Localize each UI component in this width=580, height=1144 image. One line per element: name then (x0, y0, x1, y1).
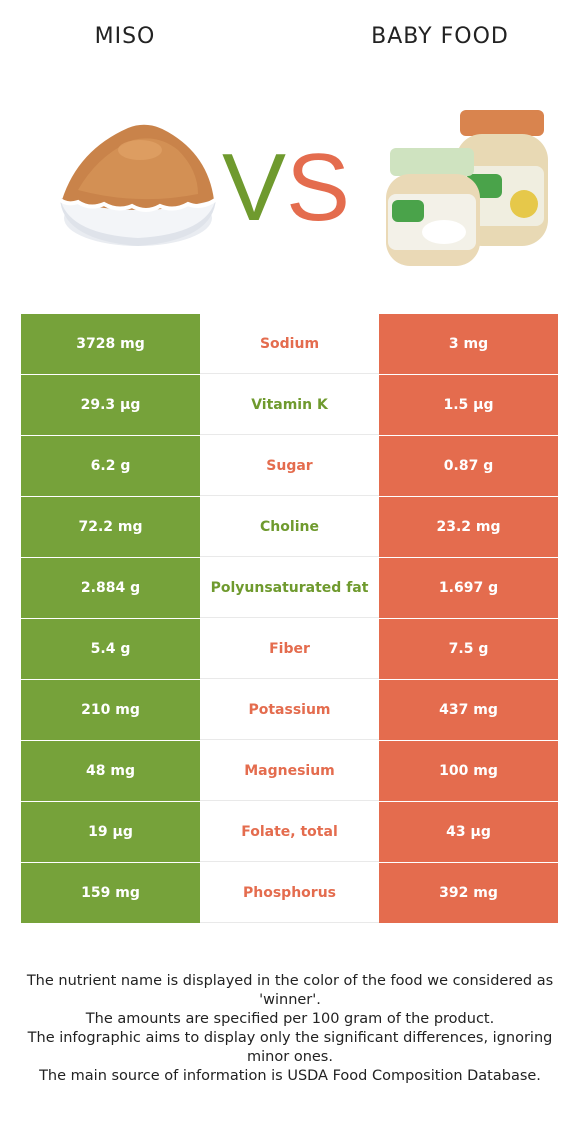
miso-value: 210 mg (21, 680, 200, 740)
miso-value: 2.884 g (21, 558, 200, 618)
footnote-line: The infographic aims to display only the… (27, 1030, 553, 1065)
vs-label: VS (222, 140, 350, 236)
baby-food-value: 392 mg (379, 863, 558, 923)
miso-value: 5.4 g (21, 619, 200, 679)
miso-value: 6.2 g (21, 436, 200, 496)
comparison-table: 3728 mg Sodium 3 mg 29.3 µg Vitamin K 1.… (21, 314, 558, 924)
table-row: 19 µg Folate, total 43 µg (21, 802, 558, 863)
footnote-line: The amounts are specified per 100 gram o… (85, 1011, 495, 1027)
table-row: 3728 mg Sodium 3 mg (21, 314, 558, 375)
table-row: 48 mg Magnesium 100 mg (21, 741, 558, 802)
nutrient-name: Sugar (200, 436, 379, 496)
miso-value: 72.2 mg (21, 497, 200, 557)
baby-food-image (386, 110, 548, 266)
baby-food-value: 1.697 g (379, 558, 558, 618)
table-row: 159 mg Phosphorus 392 mg (21, 863, 558, 924)
baby-food-value: 437 mg (379, 680, 558, 740)
nutrient-name: Sodium (200, 314, 379, 374)
baby-food-value: 23.2 mg (379, 497, 558, 557)
nutrient-name: Polyunsaturated fat (200, 558, 379, 618)
miso-value: 19 µg (21, 802, 200, 862)
miso-image (56, 124, 220, 246)
baby-food-value: 3 mg (379, 314, 558, 374)
nutrient-name: Fiber (200, 619, 379, 679)
baby-food-value: 43 µg (379, 802, 558, 862)
baby-food-value: 100 mg (379, 741, 558, 801)
vs-s: S (286, 134, 351, 241)
baby-food-value: 1.5 µg (379, 375, 558, 435)
table-row: 2.884 g Polyunsaturated fat 1.697 g (21, 558, 558, 619)
table-row: 210 mg Potassium 437 mg (21, 680, 558, 741)
footnote-line: The main source of information is USDA F… (39, 1068, 541, 1084)
table-row: 5.4 g Fiber 7.5 g (21, 619, 558, 680)
miso-value: 159 mg (21, 863, 200, 923)
table-row: 6.2 g Sugar 0.87 g (21, 436, 558, 497)
footnote: The nutrient name is displayed in the co… (14, 972, 566, 1086)
miso-value: 48 mg (21, 741, 200, 801)
table-row: 29.3 µg Vitamin K 1.5 µg (21, 375, 558, 436)
nutrient-name: Phosphorus (200, 863, 379, 923)
right-food-title: BABY FOOD (371, 24, 509, 49)
nutrient-name: Magnesium (200, 741, 379, 801)
vs-v: V (222, 134, 287, 241)
nutrient-name: Choline (200, 497, 379, 557)
baby-food-value: 7.5 g (379, 619, 558, 679)
left-food-title: MISO (94, 24, 156, 49)
baby-food-value: 0.87 g (379, 436, 558, 496)
miso-value: 3728 mg (21, 314, 200, 374)
miso-value: 29.3 µg (21, 375, 200, 435)
nutrient-name: Potassium (200, 680, 379, 740)
footnote-line: The nutrient name is displayed in the co… (26, 973, 554, 1008)
table-row: 72.2 mg Choline 23.2 mg (21, 497, 558, 558)
nutrient-name: Vitamin K (200, 375, 379, 435)
nutrient-name: Folate, total (200, 802, 379, 862)
